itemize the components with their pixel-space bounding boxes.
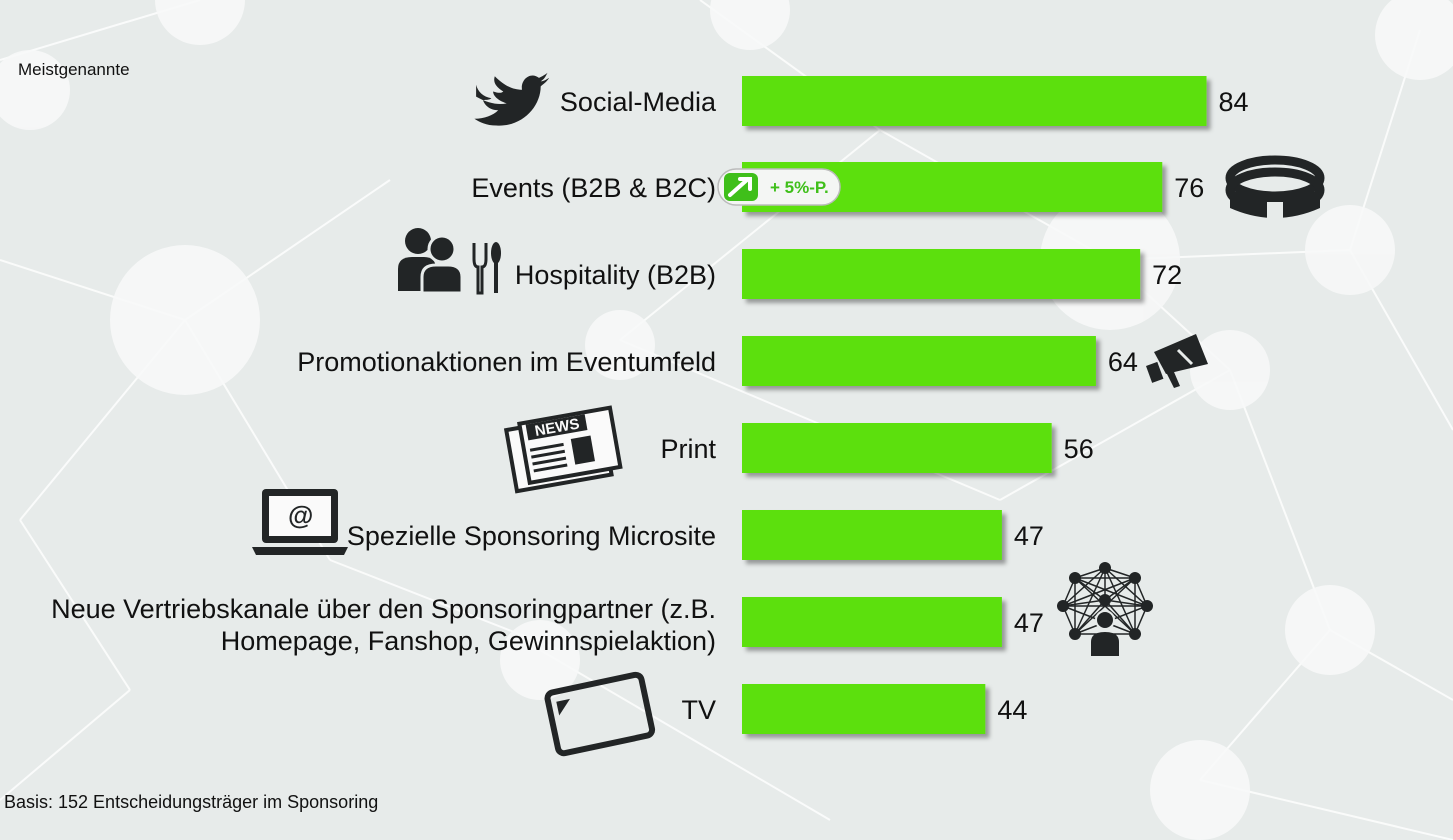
base-footnote: Basis: 152 Entscheidungsträger im Sponso… <box>4 792 379 812</box>
newspaper-icon: NEWS <box>503 405 623 494</box>
category-label: Hospitality (B2B) <box>515 260 716 290</box>
arrow-up-right-icon <box>728 177 752 197</box>
category-label: Print <box>660 434 716 464</box>
bar <box>742 336 1096 386</box>
category-labels: Social-Media Events (B2B & B2C) Hospitalit… <box>51 87 717 725</box>
category-label: TV <box>681 695 716 725</box>
bar <box>742 249 1141 299</box>
laptop-at-icon: @ <box>252 489 348 555</box>
bar <box>742 76 1207 126</box>
value-label: 64 <box>1108 347 1138 377</box>
category-icons: NEWS @ <box>252 72 1325 757</box>
value-label: 84 <box>1219 87 1249 117</box>
network-people-icon <box>1057 562 1153 656</box>
change-badge: + 5%-P. <box>717 168 841 206</box>
bar <box>742 597 1002 647</box>
change-badge-text: + 5%-P. <box>770 178 829 197</box>
bar <box>742 423 1052 473</box>
stadium-icon <box>1225 155 1325 218</box>
category-label: Neue Vertriebskanale über den Sponsoring… <box>51 594 716 656</box>
value-label: 76 <box>1174 173 1204 203</box>
change-badge-pill: + 5%-P. <box>717 168 841 206</box>
value-label: 44 <box>997 695 1027 725</box>
tablet-icon <box>544 671 656 757</box>
chart-kicker: Meistgenannte <box>18 60 130 79</box>
category-label: Promotionaktionen im Eventumfeld <box>297 347 716 377</box>
value-label: 47 <box>1014 608 1044 638</box>
megaphone-icon <box>1145 334 1208 388</box>
svg-text:@: @ <box>288 500 313 530</box>
category-label: Events (B2B & B2C) <box>471 173 716 203</box>
value-label: 72 <box>1152 260 1182 290</box>
people-cutlery-icon <box>398 228 501 295</box>
value-label: 47 <box>1014 521 1044 551</box>
value-labels: 84 76 72 64 56 47 47 44 <box>997 87 1248 725</box>
category-label: Spezielle Sponsoring Microsite <box>347 521 716 551</box>
category-label: Social-Media <box>560 87 717 117</box>
bar <box>742 510 1002 560</box>
bar <box>742 684 986 734</box>
value-label: 56 <box>1064 434 1094 464</box>
twitter-icon <box>474 72 550 126</box>
